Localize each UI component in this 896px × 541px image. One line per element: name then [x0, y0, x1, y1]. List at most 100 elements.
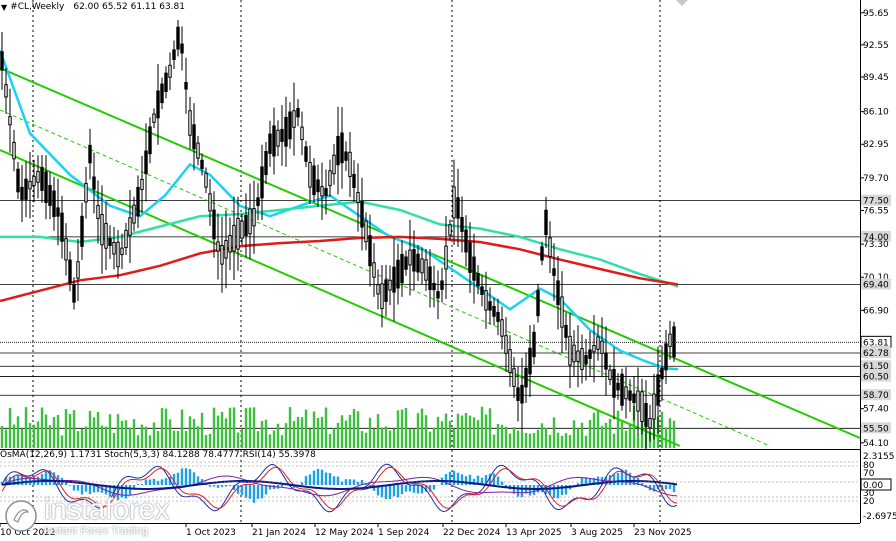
volume-bar [40, 407, 44, 448]
osma-bar [616, 473, 620, 485]
candle-body [224, 239, 228, 259]
volume-bar [464, 412, 468, 448]
candle-body [352, 173, 356, 189]
candle-body [40, 166, 44, 191]
volume-bar [136, 435, 140, 448]
candle-body [200, 159, 204, 170]
collapse-arrow-icon[interactable]: ▼ [1, 2, 8, 12]
osma-bar [96, 485, 100, 493]
osma-bar [576, 483, 580, 485]
volume-bar [664, 427, 668, 448]
volume-bar [512, 427, 516, 448]
volume-bar [44, 414, 48, 448]
candle-body [188, 110, 192, 136]
osma-bar [652, 485, 656, 492]
candle-body [548, 237, 552, 257]
candle-body [576, 350, 580, 362]
volume-bar [488, 408, 492, 448]
osma-bar [600, 477, 604, 485]
osma-bar [516, 485, 520, 497]
volume-bar [252, 407, 256, 448]
volume-bar [336, 422, 340, 448]
osma-bar [664, 485, 668, 490]
volume-bar [568, 435, 572, 448]
volume-bar [544, 427, 548, 448]
candle-body [328, 170, 332, 187]
candle-body [228, 234, 232, 253]
volume-bar [636, 434, 640, 448]
price-label-9: 73.30 [863, 240, 889, 250]
candle-body [284, 116, 288, 147]
volume-bar [4, 429, 8, 448]
volume-bar [100, 425, 104, 448]
price-label-15: 61.50 [863, 362, 889, 372]
candle-body [136, 186, 140, 217]
candle-body [420, 258, 424, 274]
candle-body [616, 382, 620, 391]
osma-bar [384, 485, 388, 500]
candle-body [456, 197, 460, 219]
volume-bar [428, 431, 432, 448]
osma-bar [292, 485, 296, 488]
candle-body [580, 348, 584, 370]
osma-bar [396, 485, 400, 498]
price-pane[interactable] [0, 0, 860, 448]
candle-body [416, 253, 420, 273]
candle-body [240, 220, 244, 239]
volume-bar [332, 428, 336, 448]
candle-body [372, 262, 376, 278]
time-label-6: 13 Apr 2025 [506, 528, 562, 538]
osma-bar [668, 485, 672, 490]
price-label-18: 57.40 [863, 405, 889, 415]
osma-bar [376, 485, 380, 496]
volume-bar [268, 434, 272, 448]
candle-body [448, 224, 452, 236]
osma-bar [412, 485, 416, 493]
price-label-17: 58.70 [863, 391, 889, 401]
time-label-8: 23 Nov 2025 [634, 528, 692, 538]
volume-bar [360, 431, 364, 448]
volume-bar [400, 409, 404, 448]
indicator-label-5: 20 [863, 497, 875, 507]
price-label-11: 69.40 [863, 280, 889, 290]
osma-bar [48, 470, 52, 485]
candle-body [272, 125, 276, 157]
volume-bar [272, 430, 276, 448]
candle-body [216, 241, 220, 252]
osma-bar [208, 485, 212, 487]
price-label-box [861, 194, 891, 206]
candle-body [472, 256, 476, 281]
osma-bar [88, 485, 92, 495]
osma-signal-line [1, 480, 678, 490]
chart-shift-marker[interactable] [676, 0, 688, 6]
volume-bar [460, 415, 464, 448]
logo-mark-icon [5, 500, 37, 532]
osma-bar [172, 473, 176, 485]
volume-bar [404, 407, 408, 448]
volume-bar [572, 420, 576, 448]
volume-bar [500, 424, 504, 448]
volume-bar [504, 426, 508, 448]
volume-bar [564, 433, 568, 448]
volume-bar [20, 428, 24, 448]
volume-bar [376, 414, 380, 448]
osma-bar [564, 485, 568, 495]
price-label-4: 82.95 [863, 140, 889, 150]
osma-bar [156, 481, 160, 485]
candle-body [636, 390, 640, 412]
time-label-3: 12 May 2024 [315, 528, 374, 538]
indicator-label-1: 80 [863, 461, 875, 471]
volume-bar [448, 421, 452, 448]
candle-body [584, 354, 588, 365]
candle-body [608, 369, 612, 381]
candle-body [604, 352, 608, 370]
osma-bar [240, 485, 244, 496]
candle-body [308, 161, 312, 188]
ema-mid-line [0, 200, 679, 288]
volume-bar [132, 419, 136, 448]
candle-body [592, 344, 596, 353]
chart-header: ▼ #CL,Weekly 62.00 65.52 61.11 63.81 [0, 0, 185, 14]
candle-body [12, 141, 16, 160]
volume-bar [520, 430, 524, 448]
